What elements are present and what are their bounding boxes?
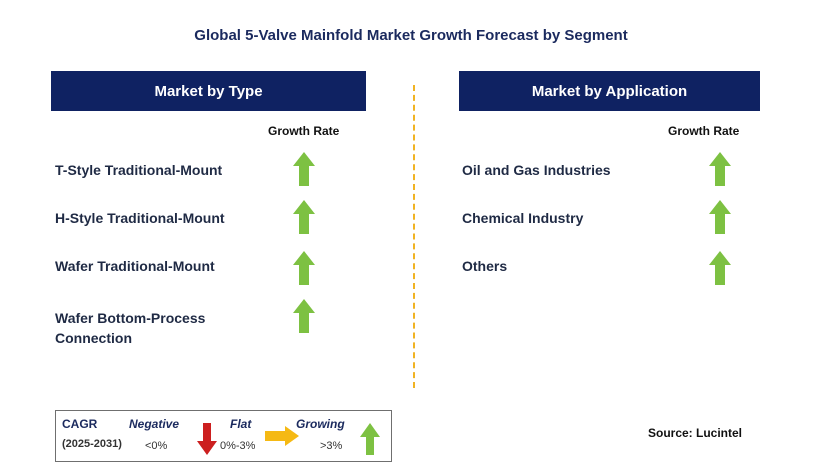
growing-arrow-icon — [293, 200, 315, 234]
application-item-chemical: Chemical Industry — [462, 210, 584, 226]
legend-flat-range: 0%-3% — [220, 440, 256, 452]
market-by-application-header: Market by Application — [459, 71, 760, 111]
legend-cagr-label: CAGR — [62, 417, 98, 431]
legend-period: (2025-2031) — [62, 438, 122, 450]
legend-growing-range: >3% — [320, 440, 343, 452]
growing-arrow-icon — [709, 152, 731, 186]
legend-negative-label: Negative — [129, 417, 180, 431]
legend-growing-label: Growing — [296, 417, 345, 431]
panel-divider — [413, 85, 415, 388]
legend-negative-range: <0% — [145, 440, 168, 452]
growth-rate-label-application: Growth Rate — [668, 124, 740, 138]
growing-arrow-icon — [709, 251, 731, 285]
source-credit: Source: Lucintel — [648, 426, 743, 440]
growing-arrow-icon — [293, 251, 315, 285]
type-item-wafer-bottom-line2: Connection — [55, 330, 132, 346]
growing-arrow-icon — [709, 200, 731, 234]
type-item-wafer-bottom-process: Wafer Bottom-Process Connection — [55, 308, 205, 348]
cagr-legend: CAGR (2025-2031) Negative <0% Flat 0%-3%… — [55, 410, 392, 462]
growth-rate-label-type: Growth Rate — [268, 124, 340, 138]
type-item-wafer-traditional: Wafer Traditional-Mount — [55, 258, 215, 274]
application-item-others: Others — [462, 258, 508, 274]
application-item-oil-gas: Oil and Gas Industries — [462, 162, 611, 178]
type-item-wafer-bottom-line1: Wafer Bottom-Process — [55, 310, 206, 326]
page-title: Global 5-Valve Mainfold Market Growth Fo… — [194, 27, 628, 44]
growing-arrow-icon — [293, 299, 315, 333]
negative-arrow-icon — [197, 423, 217, 455]
flat-arrow-icon — [265, 426, 299, 446]
growing-arrow-icon — [360, 423, 380, 455]
market-by-type-header: Market by Type — [51, 71, 366, 111]
type-item-h-style: H-Style Traditional-Mount — [55, 210, 225, 226]
type-item-t-style: T-Style Traditional-Mount — [55, 162, 223, 178]
legend-flat-label: Flat — [230, 417, 252, 431]
growing-arrow-icon — [293, 152, 315, 186]
